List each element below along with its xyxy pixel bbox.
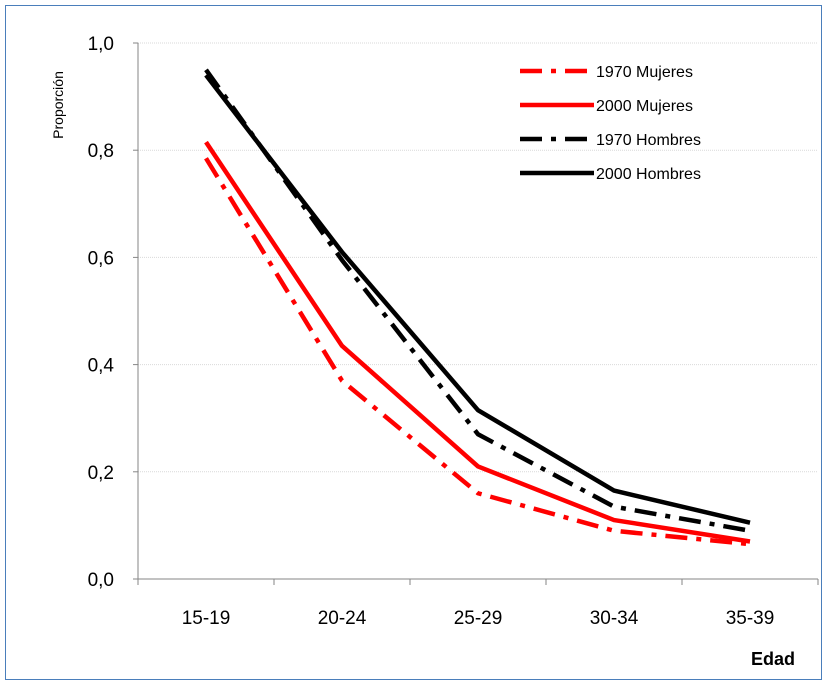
legend-label: 1970 Mujeres (596, 64, 693, 81)
y-tick-label: 0,6 (88, 248, 114, 269)
series-lines (204, 68, 751, 547)
gridlines (138, 42, 818, 473)
y-tick-label: 0,4 (88, 356, 115, 377)
y-tick-label: 0,2 (88, 463, 114, 484)
series-line-3 (204, 73, 751, 525)
y-tick-label: 0,8 (88, 141, 114, 162)
legend-label: 1970 Hombres (596, 132, 701, 149)
x-tick-label: 25-29 (454, 608, 503, 629)
legend-label: 2000 Mujeres (596, 98, 693, 115)
series-line-1 (204, 140, 751, 544)
legend: 1970 Mujeres 2000 Mujeres 1970 Hombres 2000… (520, 64, 701, 183)
y-axis-title: Proporción (50, 71, 66, 139)
x-tick-label: 15-19 (182, 608, 231, 629)
y-tick-label: 1,0 (88, 34, 114, 55)
legend-label: 2000 Hombres (596, 166, 701, 183)
series-line-0 (204, 157, 751, 547)
y-tick-label: 0,0 (88, 570, 114, 591)
x-tick-label: 35-39 (726, 608, 775, 629)
chart-frame (5, 5, 822, 680)
axes: 0,0 0,2 0,4 0,6 0,8 1,0 15-19 20-24 25-29 30-34 35… (88, 34, 819, 629)
x-tick-label: 30-34 (590, 608, 639, 629)
x-axis-title: Edad (751, 649, 795, 669)
x-tick-label: 20-24 (318, 608, 367, 629)
